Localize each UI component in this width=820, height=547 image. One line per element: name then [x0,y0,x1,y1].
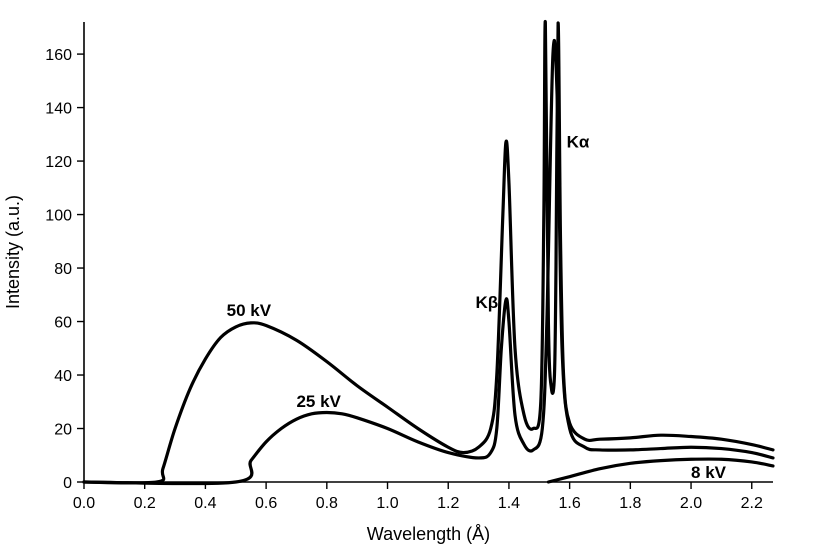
y-tick-label: 120 [45,154,72,171]
y-tick-label: 20 [54,422,72,439]
annotation-label: 25 kV [296,392,341,411]
x-tick-label: 0.6 [255,495,277,512]
annotation-label: 8 kV [691,463,727,482]
x-tick-label: 1.8 [619,495,641,512]
annotation-label: Kα [567,133,590,152]
y-tick-label: 140 [45,101,72,118]
y-tick-label: 100 [45,208,72,225]
x-tick-label: 1.0 [376,495,398,512]
x-tick-label: 0.2 [134,495,156,512]
x-tick-label: 0.0 [73,495,95,512]
x-ticks: 0.0 0.2 0.4 0.6 0.8 1.0 1.2 1.4 1.6 1.8 2.0 2.2 [73,482,763,512]
x-axis-label: Wavelength (Å) [367,524,490,544]
y-tick-label: 0 [63,475,72,492]
x-tick-label: 0.4 [194,495,216,512]
y-axis-label: Intensity (a.u.) [3,195,23,309]
y-tick-label: 60 [54,315,72,332]
y-tick-label: 40 [54,368,72,385]
x-tick-label: 1.6 [559,495,581,512]
y-tick-label: 80 [54,261,72,278]
x-tick-label: 2.0 [680,495,702,512]
annotations: 50 kV 25 kV 8 kV Kβ Kα [227,133,727,482]
y-tick-label: 160 [45,47,72,64]
series-50-kv-line [82,19,775,485]
y-ticks: 0 20 40 60 80 100 120 140 160 [45,47,84,492]
x-tick-label: 2.2 [741,495,763,512]
annotation-label: Kβ [476,293,499,312]
series-25-kv-line [82,38,775,486]
series-8-kv-line [546,457,775,484]
x-tick-label: 0.8 [316,495,338,512]
curves-layer [82,19,775,486]
x-tick-label: 1.2 [437,495,459,512]
x-tick-label: 1.4 [498,495,520,512]
annotation-label: 50 kV [227,301,272,320]
